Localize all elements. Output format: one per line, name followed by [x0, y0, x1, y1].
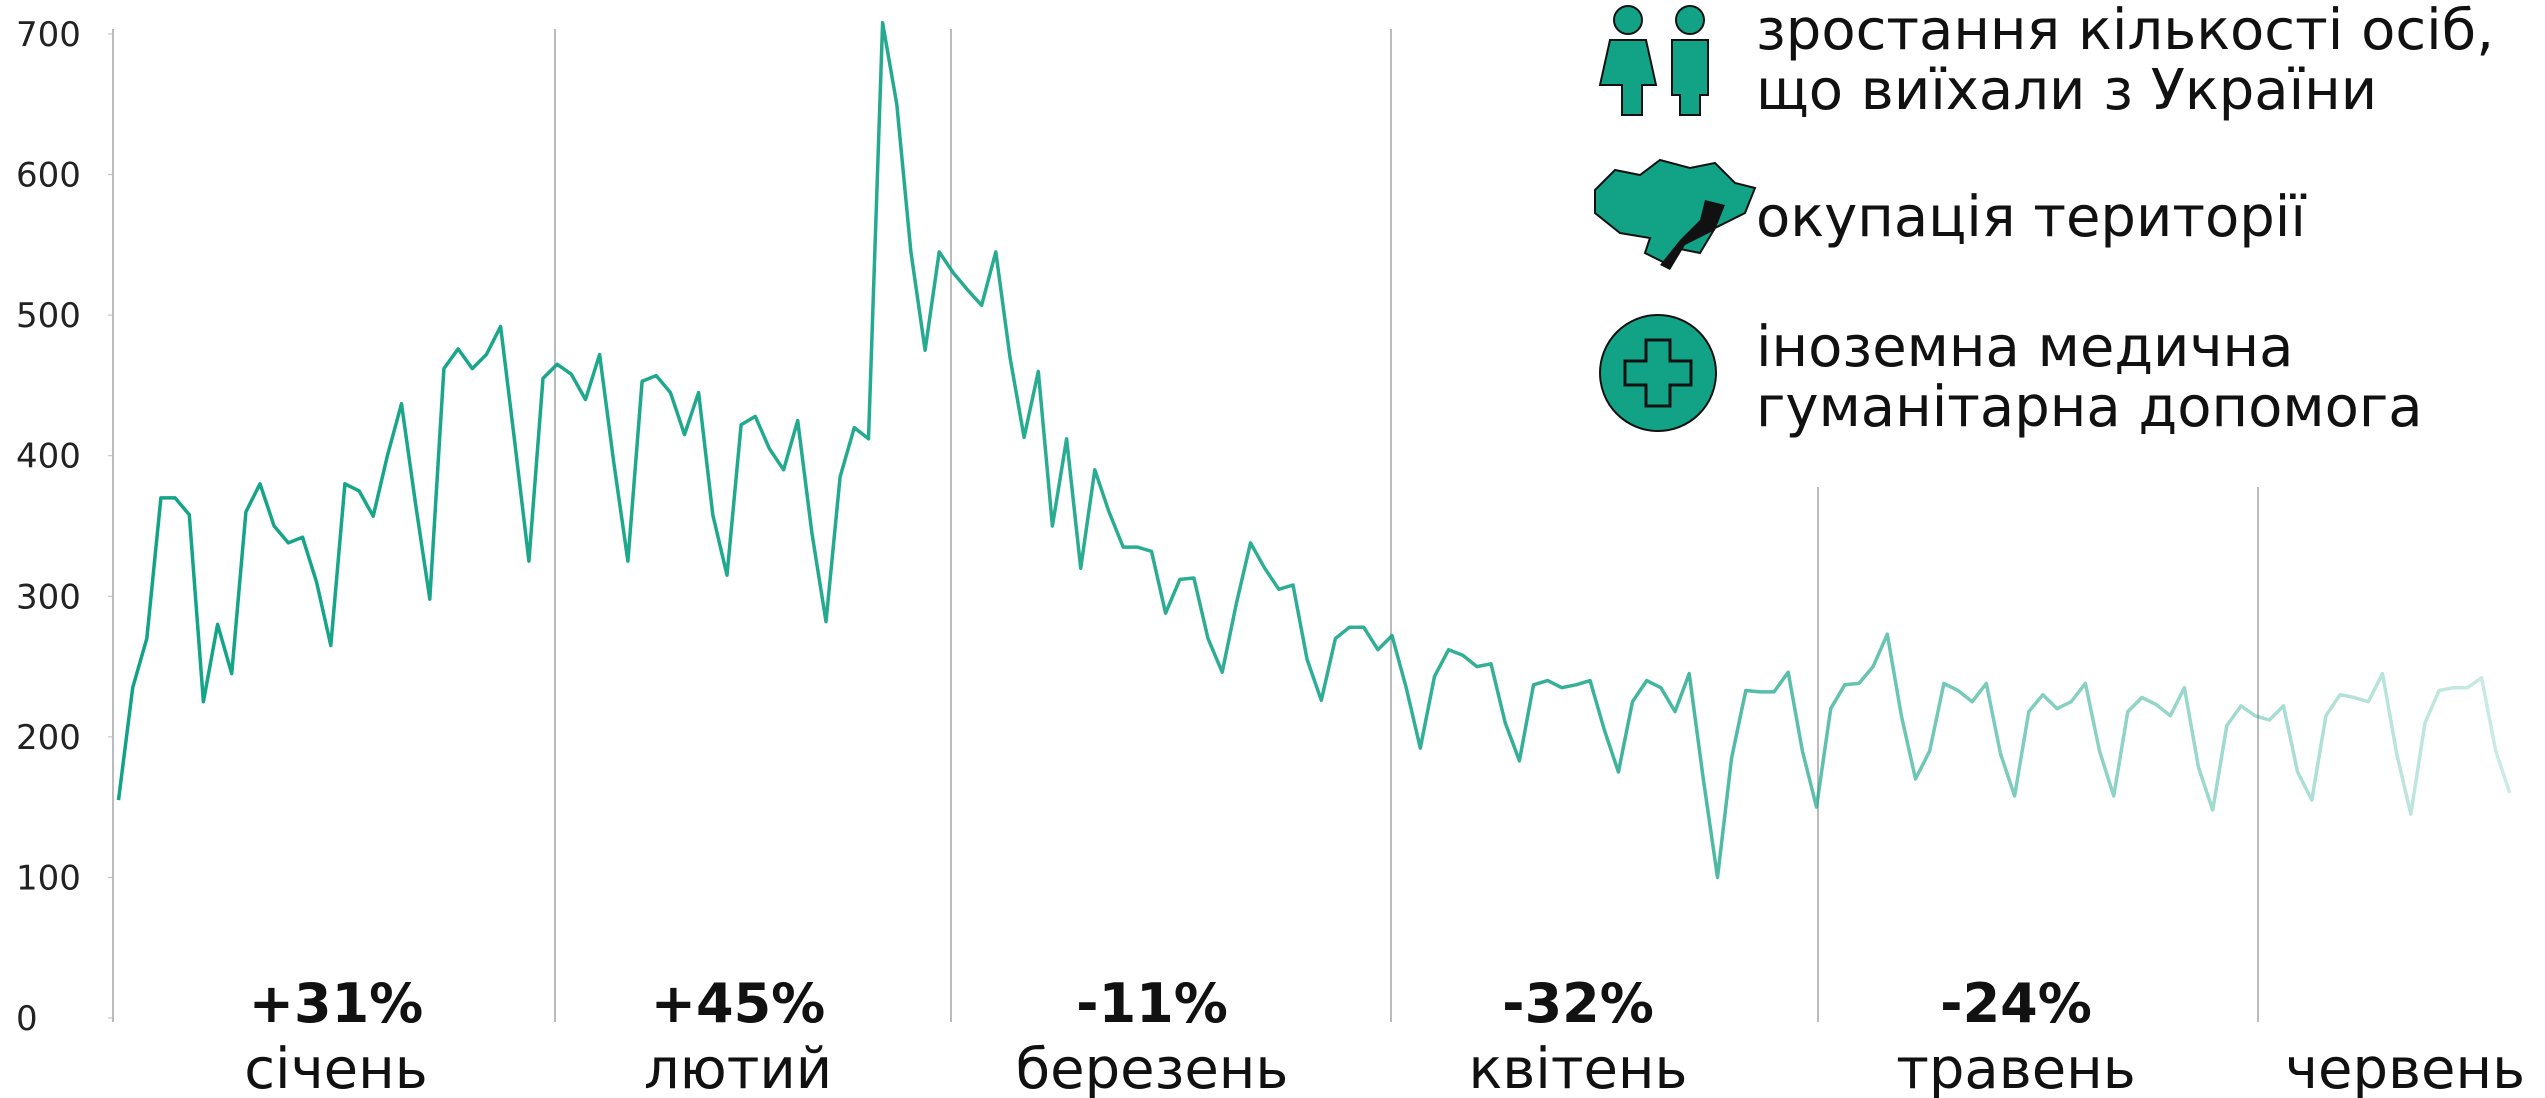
y-tick-label: 0: [16, 999, 38, 1039]
y-tick-label: 200: [16, 718, 81, 758]
month-change: -11%: [1076, 972, 1228, 1035]
people-icon: [1598, 5, 1709, 116]
legend-text: гуманітарна допомога: [1756, 375, 2423, 440]
data-line: [116, 21, 2512, 880]
map-icon: [1594, 158, 1757, 265]
y-tick-label: 600: [16, 156, 81, 196]
month-label: травень: [1896, 1037, 2136, 1098]
legend-text: окупація території: [1756, 185, 2306, 250]
month-change: +31%: [249, 972, 424, 1035]
legend-text: що виїхали з України: [1756, 58, 2377, 123]
y-tick-label: 700: [16, 15, 81, 55]
y-tick-label: 500: [16, 296, 81, 336]
month-label: березень: [1016, 1037, 1289, 1098]
y-tick-label: 400: [16, 437, 81, 477]
y-tick-label: 300: [16, 577, 81, 617]
y-tick-label: 100: [16, 858, 81, 898]
month-change: +45%: [651, 972, 826, 1035]
month-label: лютий: [644, 1037, 832, 1098]
month-label: квітень: [1468, 1037, 1687, 1098]
legend-text: зростання кількості осіб,: [1756, 0, 2494, 63]
month-change: -32%: [1502, 972, 1654, 1035]
occupied-area: [1660, 200, 1725, 270]
medical-icon: [1599, 314, 1717, 432]
month-label: січень: [244, 1037, 428, 1098]
month-change: -24%: [1940, 972, 2092, 1035]
month-label: червень: [2285, 1037, 2525, 1098]
legend-text: іноземна медична: [1756, 315, 2293, 380]
